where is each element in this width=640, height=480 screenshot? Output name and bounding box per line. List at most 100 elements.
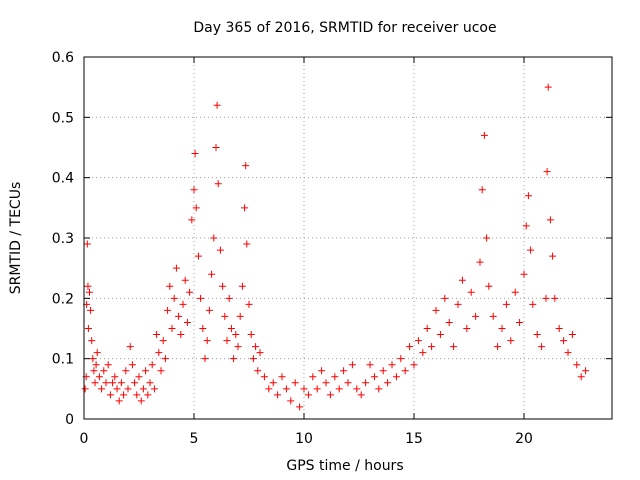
data-point: [450, 343, 458, 351]
y-tick-label: 0.6: [52, 50, 74, 66]
data-point: [192, 204, 200, 212]
data-point: [527, 246, 535, 254]
data-point: [191, 150, 199, 158]
x-tick-label: 20: [515, 431, 533, 447]
data-point: [388, 361, 396, 369]
data-point: [133, 391, 141, 399]
data-point: [84, 325, 92, 332]
data-point: [454, 300, 462, 308]
data-point: [458, 276, 466, 284]
y-axis-label: SRMTID / TECUs: [8, 182, 24, 295]
data-point: [410, 361, 418, 369]
data-point: [366, 361, 374, 369]
data-point: [93, 349, 101, 357]
data-point: [256, 349, 264, 357]
data-point: [117, 379, 125, 387]
x-tick-label: 15: [405, 431, 423, 447]
data-point: [538, 343, 546, 351]
data-point: [544, 83, 552, 91]
data-point: [291, 379, 299, 387]
x-tick-label: 5: [190, 431, 199, 447]
data-point: [242, 162, 250, 170]
data-point: [153, 331, 161, 339]
data-point: [223, 337, 231, 345]
data-point: [213, 101, 221, 109]
data-point: [247, 331, 255, 339]
data-point: [212, 144, 220, 151]
data-point: [489, 312, 497, 320]
data-point: [335, 385, 343, 393]
data-point: [478, 186, 486, 194]
data-point: [274, 391, 282, 399]
data-point: [225, 294, 233, 302]
data-point: [166, 282, 174, 290]
data-point: [278, 373, 286, 381]
data-point: [445, 318, 453, 326]
data-point: [249, 355, 257, 363]
data-point: [201, 355, 209, 363]
data-point: [322, 379, 330, 387]
data-point: [170, 294, 178, 302]
data-point: [472, 312, 480, 320]
data-point: [126, 343, 134, 351]
data-point: [406, 343, 414, 351]
data-point: [131, 379, 139, 387]
data-point: [370, 373, 378, 381]
data-point: [467, 288, 475, 296]
data-point: [219, 282, 227, 290]
data-point: [238, 282, 246, 290]
data-point: [100, 367, 108, 375]
data-point: [543, 168, 551, 176]
data-point: [188, 216, 196, 224]
data-point: [252, 343, 260, 351]
data-point: [348, 361, 356, 369]
data-point: [241, 204, 249, 212]
data-point: [157, 367, 165, 375]
data-point: [190, 186, 198, 194]
data-point: [142, 367, 150, 375]
data-point: [181, 276, 189, 284]
data-point: [92, 361, 100, 369]
data-point: [199, 325, 207, 332]
data-point: [260, 373, 268, 381]
data-point: [214, 180, 222, 188]
x-tick-label: 0: [80, 431, 89, 447]
data-point: [168, 325, 176, 332]
data-point: [194, 252, 202, 260]
data-point: [573, 361, 581, 369]
data-point: [282, 385, 290, 393]
data-point: [419, 349, 427, 357]
data-point: [397, 355, 405, 363]
data-points: [81, 83, 590, 411]
data-point: [568, 331, 576, 339]
data-point: [304, 391, 312, 399]
data-point: [245, 300, 253, 308]
data-point: [428, 343, 436, 351]
data-point: [401, 367, 409, 375]
data-point: [309, 373, 317, 381]
data-point: [414, 337, 422, 345]
data-point: [269, 379, 277, 387]
data-point: [502, 300, 510, 308]
data-point: [104, 361, 112, 369]
data-point: [353, 385, 361, 393]
data-point: [95, 373, 103, 381]
data-point: [542, 294, 550, 302]
data-point: [379, 367, 387, 375]
data-point: [230, 355, 238, 363]
data-point: [344, 379, 352, 387]
data-point: [139, 385, 147, 393]
data-point: [507, 337, 515, 345]
data-point: [91, 379, 99, 387]
data-point: [463, 325, 471, 332]
data-point: [216, 246, 224, 254]
data-point: [159, 337, 167, 345]
data-point: [186, 288, 194, 296]
data-point: [313, 385, 321, 393]
y-tick-label: 0.4: [52, 171, 74, 187]
data-point: [234, 343, 242, 351]
data-point: [113, 385, 121, 393]
data-point: [90, 367, 98, 375]
data-point: [564, 349, 572, 357]
data-point: [137, 397, 145, 405]
